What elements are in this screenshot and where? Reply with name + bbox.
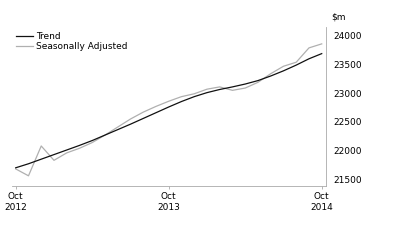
Seasonally Adjusted bbox=[256, 81, 260, 84]
Trend bbox=[243, 83, 248, 85]
Seasonally Adjusted bbox=[319, 42, 324, 45]
Trend bbox=[26, 162, 31, 165]
Trend bbox=[52, 153, 56, 156]
Text: $m: $m bbox=[331, 13, 346, 22]
Seasonally Adjusted bbox=[166, 100, 171, 103]
Trend bbox=[217, 88, 222, 91]
Seasonally Adjusted bbox=[179, 95, 184, 98]
Seasonally Adjusted bbox=[204, 88, 209, 91]
Trend bbox=[281, 69, 286, 72]
Trend bbox=[230, 86, 235, 88]
Trend bbox=[77, 144, 82, 147]
Seasonally Adjusted bbox=[217, 86, 222, 88]
Trend bbox=[166, 106, 171, 108]
Seasonally Adjusted bbox=[306, 47, 311, 49]
Trend bbox=[268, 75, 273, 77]
Trend bbox=[64, 149, 69, 151]
Seasonally Adjusted bbox=[294, 61, 299, 64]
Seasonally Adjusted bbox=[154, 105, 158, 108]
Seasonally Adjusted bbox=[230, 89, 235, 92]
Trend bbox=[256, 79, 260, 82]
Seasonally Adjusted bbox=[26, 175, 31, 177]
Trend bbox=[319, 52, 324, 55]
Seasonally Adjusted bbox=[77, 147, 82, 150]
Seasonally Adjusted bbox=[281, 65, 286, 68]
Seasonally Adjusted bbox=[128, 118, 133, 120]
Trend bbox=[204, 91, 209, 94]
Seasonally Adjusted bbox=[64, 151, 69, 154]
Trend bbox=[192, 95, 197, 98]
Trend bbox=[154, 111, 158, 114]
Trend bbox=[128, 123, 133, 126]
Seasonally Adjusted bbox=[243, 87, 248, 89]
Trend bbox=[306, 57, 311, 60]
Seasonally Adjusted bbox=[52, 159, 56, 162]
Trend bbox=[141, 117, 146, 120]
Seasonally Adjusted bbox=[102, 134, 107, 136]
Seasonally Adjusted bbox=[268, 72, 273, 75]
Seasonally Adjusted bbox=[90, 141, 94, 144]
Trend bbox=[294, 64, 299, 67]
Trend bbox=[13, 166, 18, 169]
Trend bbox=[179, 100, 184, 103]
Trend bbox=[90, 139, 94, 142]
Legend: Trend, Seasonally Adjusted: Trend, Seasonally Adjusted bbox=[13, 28, 131, 55]
Trend bbox=[116, 128, 120, 131]
Trend bbox=[39, 158, 44, 160]
Line: Trend: Trend bbox=[16, 54, 322, 168]
Seasonally Adjusted bbox=[116, 126, 120, 128]
Seasonally Adjusted bbox=[39, 145, 44, 147]
Seasonally Adjusted bbox=[13, 168, 18, 170]
Seasonally Adjusted bbox=[192, 92, 197, 95]
Line: Seasonally Adjusted: Seasonally Adjusted bbox=[16, 44, 322, 176]
Seasonally Adjusted bbox=[141, 111, 146, 114]
Trend bbox=[102, 134, 107, 136]
